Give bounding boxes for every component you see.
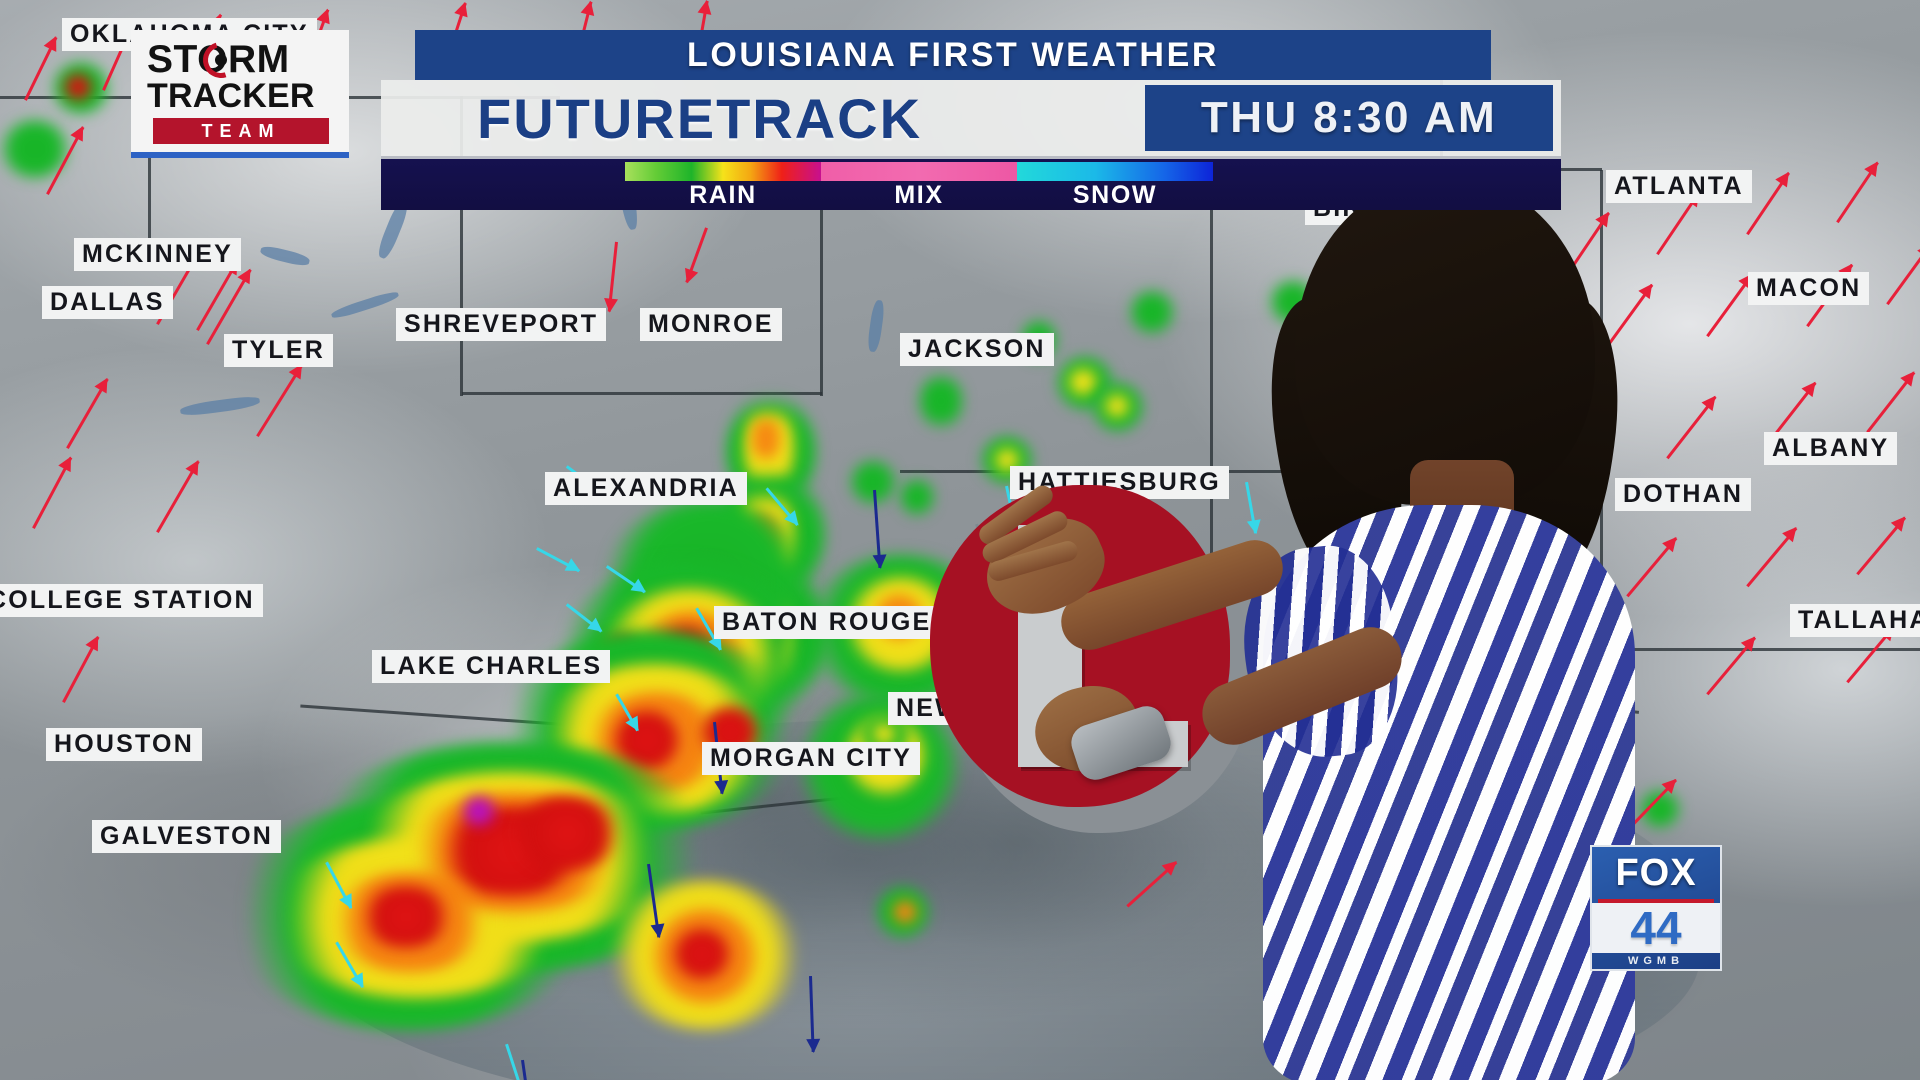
city-label: HOUSTON <box>46 728 202 761</box>
legend-label-mix: MIX <box>894 181 944 209</box>
city-label: MCKINNEY <box>74 238 241 271</box>
city-label: TALLAHASSEE <box>1790 604 1920 637</box>
station-callsign: WGMB <box>1627 955 1685 967</box>
city-label: TYLER <box>224 334 333 367</box>
mix-color-scale <box>821 162 1017 181</box>
city-label: SHREVEPORT <box>396 308 607 341</box>
city-label: LAKE CHARLES <box>372 650 611 683</box>
precip-legend-bar: RAIN MIX SNOW <box>381 159 1561 210</box>
city-label: BATON ROUGE <box>714 606 940 639</box>
snow-color-scale <box>1017 162 1213 181</box>
storm-tracker-line2: TRACKER <box>147 77 315 115</box>
city-label: COLLEGE STATION <box>0 584 263 617</box>
futuretrack-banner: LOUISIANA FIRST WEATHER FUTURETRACK THU … <box>381 30 1561 210</box>
banner-title-bar: FUTURETRACK THU 8:30 AM <box>381 80 1561 159</box>
city-label: ALBANY <box>1764 432 1898 465</box>
page-title: FUTURETRACK <box>477 86 923 150</box>
legend-label-rain: RAIN <box>689 181 757 209</box>
city-label: MONROE <box>640 308 782 341</box>
city-label: ALEXANDRIA <box>545 472 747 505</box>
storm-tracker-line3: TEAM <box>153 118 329 144</box>
presenter-hair <box>1295 175 1595 505</box>
station-logo-bug: FOX 44 WGMB <box>1590 845 1722 971</box>
fox-wordmark: FOX <box>1615 852 1697 894</box>
city-label: JACKSON <box>900 333 1054 366</box>
city-label: GALVESTON <box>92 820 282 853</box>
forecast-timestamp-box: THU 8:30 AM <box>1145 85 1553 151</box>
meteorologist-presenter <box>972 175 1685 1080</box>
legend-label-snow: SNOW <box>1072 181 1158 209</box>
channel-number: 44 <box>1592 903 1720 953</box>
storm-tracker-logo: STORM TRACKER TEAM <box>131 30 349 158</box>
city-label: MORGAN CITY <box>702 742 920 775</box>
precip-color-scale <box>625 162 1213 181</box>
city-label: ATLANTA <box>1606 170 1752 203</box>
banner-kicker-text: LOUISIANA FIRST WEATHER <box>687 35 1219 74</box>
city-label: DALLAS <box>42 286 173 319</box>
rain-color-scale <box>625 162 821 181</box>
hurricane-spiral-icon <box>196 35 246 85</box>
forecast-timestamp: THU 8:30 AM <box>1200 93 1498 142</box>
city-label: MACON <box>1748 272 1870 305</box>
city-label: DOTHAN <box>1615 478 1752 511</box>
banner-kicker-bar: LOUISIANA FIRST WEATHER <box>415 30 1491 80</box>
storm-tracker-line1: STORM <box>147 39 333 81</box>
precip-legend-labels: RAIN MIX SNOW <box>625 181 1213 210</box>
